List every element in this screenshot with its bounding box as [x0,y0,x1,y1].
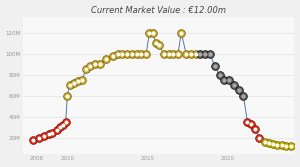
Title: Current Market Value : €12.00m: Current Market Value : €12.00m [92,6,226,15]
